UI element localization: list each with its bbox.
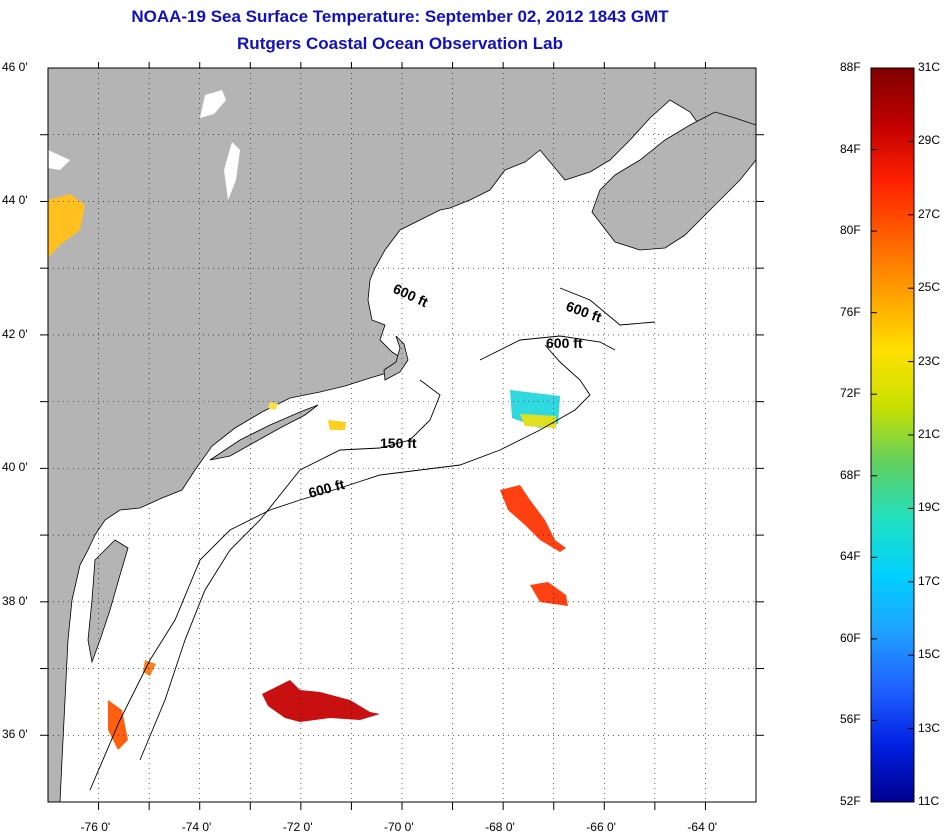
contour-600ft-2 bbox=[559, 287, 656, 326]
sst-patch-ontario bbox=[48, 194, 85, 258]
contour-600ft bbox=[89, 344, 591, 791]
colorbar-label-c: 23C bbox=[918, 353, 941, 368]
lon-tick-label: -64 0' bbox=[687, 820, 718, 834]
sst-patch-slope-2 bbox=[530, 582, 568, 606]
colorbar-label-f: 80F bbox=[840, 223, 861, 238]
lat-tick-label: 40 0' bbox=[2, 460, 28, 475]
axis-ticks bbox=[40, 62, 764, 810]
sst-patches bbox=[48, 194, 568, 750]
sst-patch-gom-2 bbox=[520, 414, 556, 428]
lon-tick-label: -68 0' bbox=[485, 820, 515, 834]
colorbar-ticks bbox=[871, 67, 914, 803]
colorbar-label-f: 76F bbox=[840, 304, 861, 319]
lon-tick-label: -66 0' bbox=[586, 820, 616, 834]
lat-tick-label: 38 0' bbox=[2, 593, 28, 608]
lon-tick-label: -76 0' bbox=[80, 820, 111, 834]
graticule bbox=[48, 68, 756, 802]
colorbar-label-c: 13C bbox=[918, 720, 941, 735]
colorbar-label-f: 84F bbox=[840, 141, 861, 156]
lat-tick-label: 44 0' bbox=[2, 193, 28, 208]
land-layer bbox=[48, 68, 756, 802]
map-frame bbox=[47, 67, 757, 803]
land-delmarva bbox=[87, 539, 129, 664]
colorbar-label-c: 11C bbox=[918, 794, 940, 808]
land-mainland bbox=[48, 68, 756, 802]
sst-patch-li bbox=[328, 420, 346, 430]
colorbar-label-c: 31C bbox=[918, 60, 941, 74]
lat-tick-label: 42 0' bbox=[2, 326, 28, 341]
land-nova-scotia bbox=[591, 111, 756, 251]
colorbar-label-f: 68F bbox=[840, 467, 861, 482]
lon-tick-label: -70 0' bbox=[384, 820, 414, 834]
depth-label: 600 ft bbox=[546, 335, 583, 351]
colorbar-label-c: 27C bbox=[918, 206, 941, 221]
map-title: NOAA-19 Sea Surface Temperature: Septemb… bbox=[131, 7, 669, 26]
lon-tick-label: -72 0' bbox=[282, 820, 313, 834]
contour-600ft-3 bbox=[479, 335, 616, 361]
depth-contours bbox=[89, 287, 656, 791]
lake bbox=[48, 150, 70, 170]
colorbar-label-f: 72F bbox=[840, 386, 861, 401]
colorbar-label-c: 17C bbox=[918, 573, 941, 588]
land-long-island bbox=[209, 404, 319, 461]
colorbar-label-f: 56F bbox=[840, 712, 861, 727]
contour-150ft bbox=[139, 379, 441, 761]
colorbar-label-f: 52F bbox=[840, 794, 861, 808]
colorbar-label-f: 88F bbox=[840, 60, 861, 74]
colorbar-label-c: 29C bbox=[918, 133, 941, 148]
lon-tick-label: -74 0' bbox=[181, 820, 212, 834]
sst-patch-hatteras-2 bbox=[143, 660, 156, 676]
lake bbox=[200, 90, 226, 118]
colorbar bbox=[870, 67, 915, 803]
colorbar-label-f: 64F bbox=[840, 549, 861, 564]
map-subtitle: Rutgers Coastal Ocean Observation Lab bbox=[237, 34, 563, 53]
colorbar-label-f: 60F bbox=[840, 630, 861, 645]
lat-tick-label: 46 0' bbox=[2, 60, 28, 74]
colorbar-label-c: 19C bbox=[918, 500, 941, 515]
sst-patch-ny bbox=[268, 402, 278, 410]
colorbar-label-c: 21C bbox=[918, 427, 941, 441]
colorbar-label-c: 25C bbox=[918, 280, 941, 295]
lake bbox=[224, 142, 240, 200]
sst-patch-slope-1 bbox=[500, 485, 566, 552]
depth-label: 150 ft bbox=[380, 435, 417, 451]
colorbar-label-c: 15C bbox=[918, 647, 941, 662]
sst-patch-gulfstream bbox=[262, 680, 380, 722]
lat-tick-label: 36 0' bbox=[2, 727, 28, 742]
